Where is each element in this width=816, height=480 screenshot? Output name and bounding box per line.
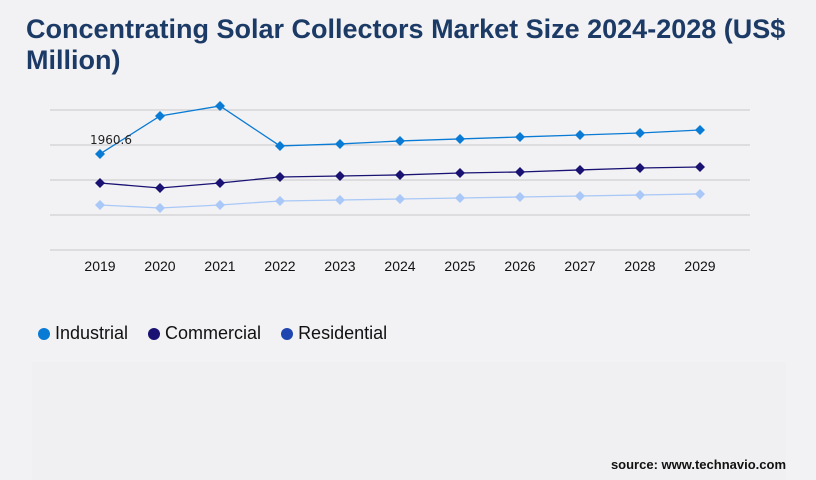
legend-label: Industrial bbox=[55, 323, 129, 343]
data-point-commercial bbox=[215, 177, 225, 188]
data-point-commercial bbox=[455, 167, 465, 178]
data-point-commercial bbox=[335, 170, 345, 181]
data-point-industrial bbox=[155, 110, 165, 121]
data-point-industrial bbox=[455, 133, 465, 144]
data-label: 1960.6 bbox=[90, 133, 132, 147]
data-point-residential bbox=[395, 194, 405, 205]
x-tick-label: 2024 bbox=[384, 258, 415, 274]
chart-title: Concentrating Solar Collectors Market Si… bbox=[26, 14, 786, 75]
data-point-industrial bbox=[335, 138, 345, 149]
legend-marker-icon bbox=[148, 327, 161, 340]
line-chart: 2019 2020 2021 2022 2023 2024 2025 2026 2027 2028… bbox=[50, 100, 750, 274]
data-point-commercial bbox=[575, 164, 585, 175]
legend-marker-icon bbox=[38, 327, 50, 340]
legend-marker-icon bbox=[281, 327, 294, 340]
source-note: source: www.technavio.com bbox=[610, 457, 786, 472]
data-point-residential bbox=[515, 191, 525, 202]
x-tick-label: 2027 bbox=[564, 258, 595, 274]
legend-item-residential: Residential bbox=[281, 323, 387, 344]
data-point-commercial bbox=[395, 169, 405, 180]
data-point-residential bbox=[95, 199, 105, 210]
x-tick-label: 2020 bbox=[144, 258, 175, 274]
data-point-commercial bbox=[95, 177, 105, 188]
background-panel bbox=[32, 362, 786, 480]
x-tick-label: 2022 bbox=[264, 258, 295, 274]
data-point-commercial bbox=[515, 166, 525, 177]
data-point-residential bbox=[455, 192, 465, 203]
x-tick-label: 2025 bbox=[444, 258, 475, 274]
legend-item-commercial: Commercial bbox=[148, 323, 261, 344]
data-point-industrial bbox=[695, 124, 705, 135]
data-point-industrial bbox=[215, 100, 225, 111]
data-point-residential bbox=[575, 190, 585, 201]
x-tick-label: 2029 bbox=[684, 258, 715, 274]
data-point-residential bbox=[215, 199, 225, 210]
legend-label: Residential bbox=[298, 323, 388, 343]
data-point-residential bbox=[695, 188, 705, 199]
data-point-commercial bbox=[695, 161, 705, 172]
data-point-industrial bbox=[515, 131, 525, 142]
data-point-industrial bbox=[275, 140, 285, 151]
data-point-commercial bbox=[155, 182, 165, 193]
data-point-industrial bbox=[575, 129, 585, 140]
x-tick-label: 2023 bbox=[324, 258, 355, 274]
data-point-industrial bbox=[635, 127, 645, 138]
x-tick-label: 2019 bbox=[84, 258, 115, 274]
series-line-industrial bbox=[99, 105, 701, 155]
legend: Industrial Commercial Residential bbox=[38, 323, 387, 344]
legend-label: Commercial bbox=[165, 323, 262, 343]
data-point-industrial bbox=[395, 135, 405, 146]
x-tick-label: 2021 bbox=[204, 258, 235, 274]
legend-item-industrial: Industrial bbox=[38, 323, 128, 344]
data-point-residential bbox=[335, 194, 345, 205]
x-tick-label: 2026 bbox=[504, 258, 535, 274]
data-point-residential bbox=[275, 195, 285, 206]
data-point-residential bbox=[635, 189, 645, 200]
x-tick-label: 2028 bbox=[624, 258, 655, 274]
data-point-commercial bbox=[275, 171, 285, 182]
data-point-residential bbox=[155, 202, 165, 213]
data-point-commercial bbox=[635, 162, 645, 173]
data-point-industrial bbox=[95, 148, 105, 159]
